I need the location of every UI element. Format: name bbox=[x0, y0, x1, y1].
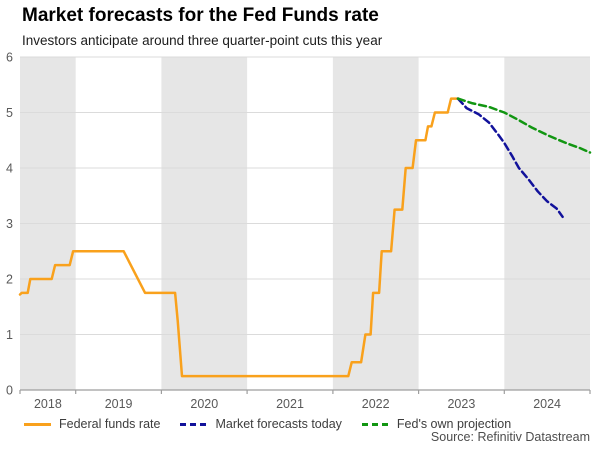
dashed-line-swatch-icon bbox=[361, 422, 389, 426]
legend-label-market-forecasts-today: Market forecasts today bbox=[215, 417, 342, 431]
dashed-line-swatch-icon bbox=[180, 422, 208, 426]
legend-label-feds-own-projection: Fed's own projection bbox=[396, 417, 512, 431]
x-year-label-2024: 2024 bbox=[533, 397, 561, 411]
x-year-label-2022: 2022 bbox=[362, 397, 390, 411]
x-year-label-2020: 2020 bbox=[190, 397, 218, 411]
y-tick-label-4: 4 bbox=[6, 162, 13, 176]
chart-title: Market forecasts for the Fed Funds rate bbox=[22, 5, 379, 26]
legend-item-federal-funds-rate: Federal funds rate bbox=[24, 417, 160, 431]
y-tick-label-5: 5 bbox=[6, 106, 13, 120]
legend-item-feds-own-projection: Fed's own projection bbox=[361, 417, 512, 431]
source-credit: Source: Refinitiv Datastream bbox=[430, 430, 590, 444]
x-year-label-2018: 2018 bbox=[34, 397, 62, 411]
x-year-label-2019: 2019 bbox=[105, 397, 133, 411]
y-tick-label-3: 3 bbox=[6, 217, 13, 231]
y-tick-label-0: 0 bbox=[6, 384, 13, 398]
y-tick-label-6: 6 bbox=[6, 51, 13, 65]
x-year-label-2023: 2023 bbox=[447, 397, 475, 411]
legend: Federal funds rate Market forecasts toda… bbox=[24, 417, 511, 431]
y-tick-label-2: 2 bbox=[6, 273, 13, 287]
series-market-forecasts-today bbox=[456, 97, 564, 219]
chart-subtitle: Investors anticipate around three quarte… bbox=[22, 33, 383, 48]
series-fed-s-own-projection bbox=[456, 97, 592, 154]
series-federal-funds-rate bbox=[18, 97, 460, 378]
y-tick-label-1: 1 bbox=[6, 328, 13, 342]
solid-line-swatch-icon bbox=[24, 422, 51, 426]
legend-label-federal-funds-rate: Federal funds rate bbox=[59, 417, 161, 431]
x-year-label-2021: 2021 bbox=[276, 397, 304, 411]
legend-item-market-forecasts-today: Market forecasts today bbox=[180, 417, 342, 431]
